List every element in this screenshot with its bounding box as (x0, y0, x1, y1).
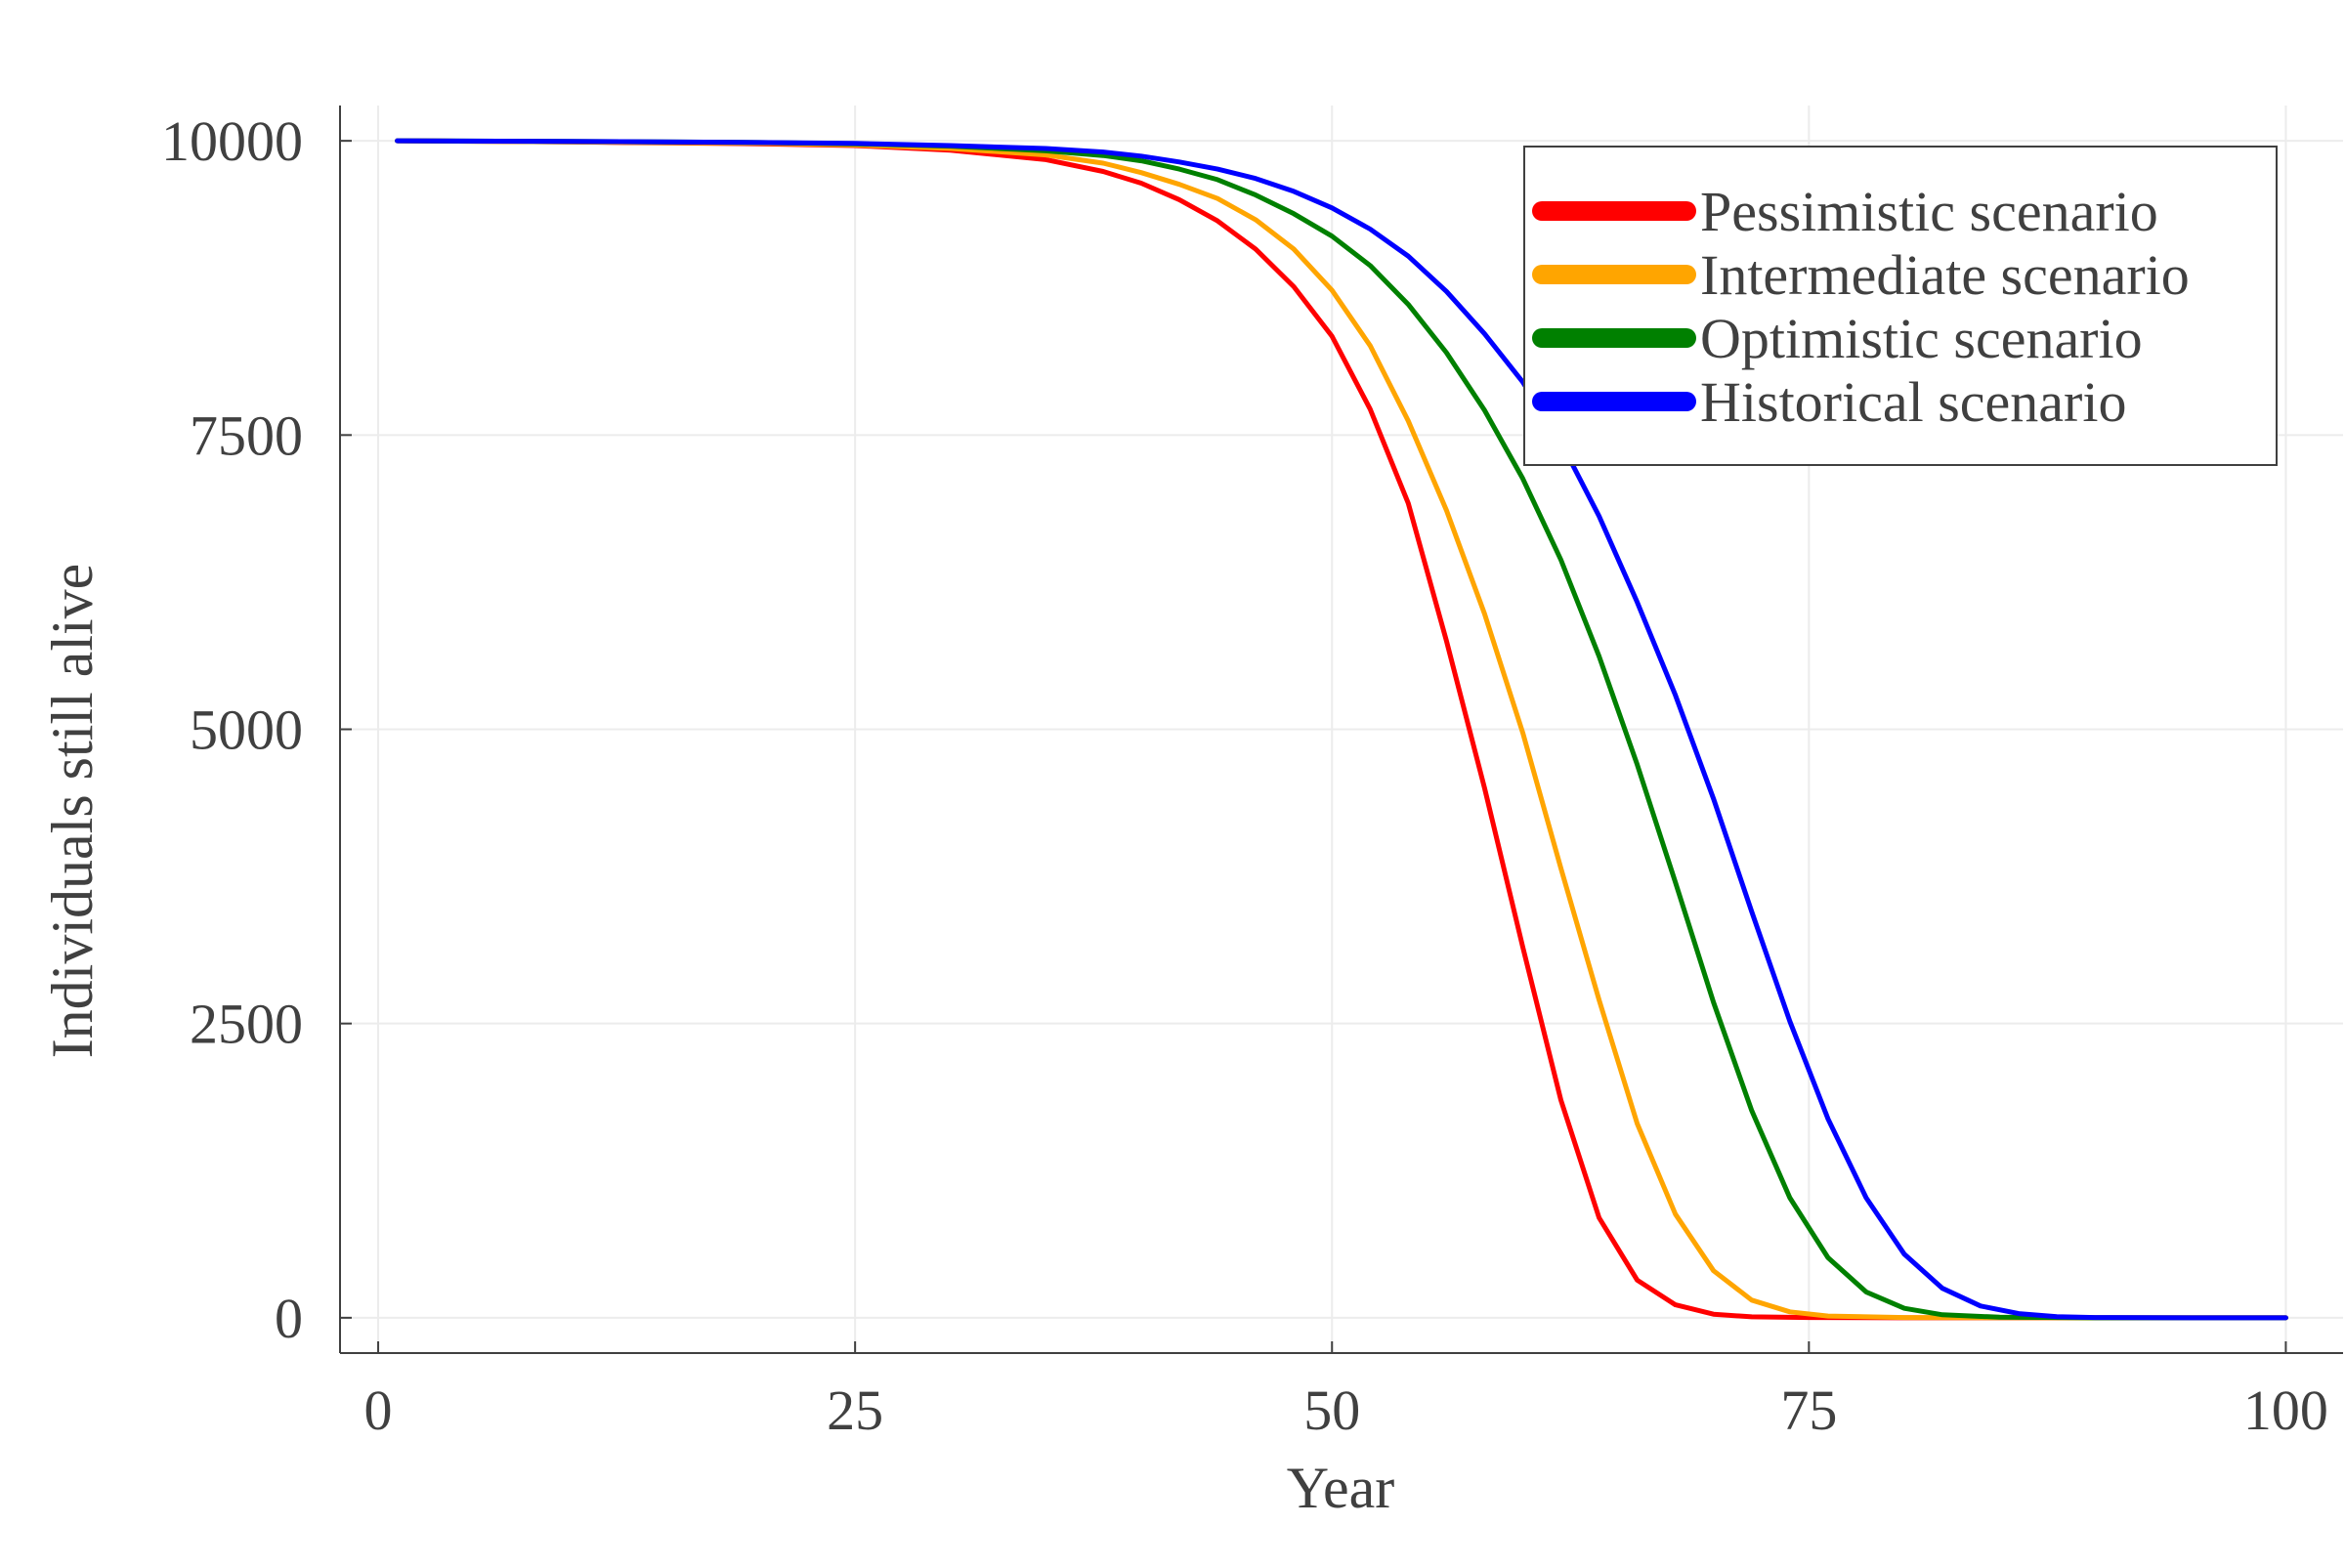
series-line-2 (395, 138, 2288, 1321)
y-tick-label: 0 (275, 1287, 303, 1350)
legend-label: Intermediate scenario (1700, 243, 2190, 307)
y-tick-label: 10000 (161, 109, 303, 173)
series-line-0 (395, 138, 2288, 1321)
y-tick-label: 2500 (190, 993, 303, 1056)
x-tick-label: 75 (1780, 1378, 1837, 1442)
x-tick-label: 25 (827, 1378, 883, 1442)
legend-label: Optimistic scenario (1700, 307, 2143, 370)
y-tick-label: 7500 (190, 403, 303, 467)
x-tick-label: 100 (2243, 1378, 2328, 1442)
series-line-1 (395, 138, 2288, 1321)
legend-label: Pessimistic scenario (1700, 180, 2158, 243)
y-tick-label: 5000 (190, 699, 303, 762)
x-tick-label: 50 (1303, 1378, 1360, 1442)
y-axis-label: Individuals still alive (40, 564, 105, 1059)
legend-box (1523, 146, 2278, 466)
series-line-3 (395, 138, 2288, 1321)
tick-labels: 0 25 50 75 100 0 2500 5000 7500 10000 (161, 109, 2328, 1442)
x-axis-label: Year (1287, 1456, 1395, 1520)
series-lines (395, 138, 2288, 1321)
axes (339, 106, 2343, 1354)
x-tick-label: 0 (364, 1378, 393, 1442)
legend-label: Historical scenario (1700, 370, 2126, 434)
